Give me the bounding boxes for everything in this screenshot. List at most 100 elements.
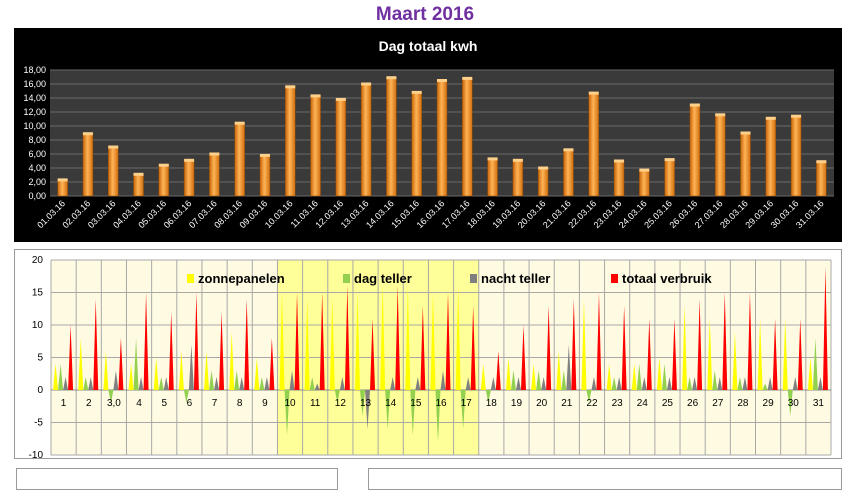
- bar-cap: [82, 132, 93, 136]
- x-tick-label: 12: [335, 398, 347, 409]
- spike-dag-teller: [158, 377, 164, 390]
- spike-zonnepanelen: [355, 292, 361, 390]
- bar-cap: [259, 153, 270, 157]
- x-tick-label: 27: [712, 398, 724, 409]
- spike-zonnepanelen: [153, 357, 159, 390]
- bar-cap: [411, 90, 422, 94]
- spike-dag-teller: [611, 377, 617, 390]
- y-tick-label: 20: [32, 255, 44, 266]
- spike-nacht-teller: [88, 377, 94, 390]
- x-tick-label: 29: [763, 398, 775, 409]
- spike-dag-teller: [536, 370, 542, 390]
- bottom-panel-left: [16, 468, 338, 490]
- x-tick-label: 22: [586, 398, 598, 409]
- y-tick-label: 4,00: [28, 163, 46, 173]
- spike-nacht-teller: [792, 377, 798, 390]
- spike-nacht-teller: [767, 377, 773, 390]
- bar: [790, 115, 802, 197]
- bar: [259, 155, 271, 197]
- spike-nacht-teller: [692, 377, 698, 390]
- spike-totaal-verbruik: [445, 292, 451, 390]
- x-tick-label: 10.03.16: [263, 198, 295, 230]
- spike-dag-teller: [108, 390, 114, 403]
- spike-totaal-verbruik: [571, 299, 577, 390]
- daily-total-svg: Dag totaal kwh 0,00 2,00 4,00 6,00 8,00 10,00…: [23, 38, 834, 230]
- y-tick-label: 0,00: [28, 191, 46, 201]
- spike-dag-teller: [259, 377, 265, 390]
- bar-cap: [310, 94, 321, 98]
- bar: [133, 174, 144, 197]
- y-tick-label: -5: [34, 418, 43, 429]
- y-tick-label: 5: [37, 353, 43, 364]
- bar: [209, 153, 220, 197]
- spike-nacht-teller: [616, 377, 622, 390]
- x-tick-label: 23: [612, 398, 624, 409]
- spike-totaal-verbruik: [596, 292, 602, 390]
- legend-label: totaal verbruik: [622, 271, 712, 286]
- spike-totaal-verbruik: [546, 305, 552, 390]
- bar: [285, 86, 296, 197]
- spike-totaal-verbruik: [722, 292, 728, 390]
- spike-zonnepanelen: [405, 286, 411, 390]
- spike-zonnepanelen: [254, 357, 260, 390]
- x-tick-label: 10: [284, 398, 296, 409]
- spike-zonnepanelen: [480, 364, 486, 390]
- spike-nacht-teller: [163, 377, 169, 390]
- spike-dag-teller: [687, 377, 693, 390]
- spike-nacht-teller: [289, 370, 295, 390]
- legend-swatch: [187, 274, 194, 283]
- spike-totaal-verbruik: [219, 312, 225, 390]
- spike-totaal-verbruik: [294, 292, 300, 390]
- y-tick-label: 8,00: [28, 135, 46, 145]
- spike-nacht-teller: [188, 344, 194, 390]
- bar-cap: [816, 160, 827, 164]
- spike-totaal-verbruik: [344, 286, 350, 390]
- spike-dag-teller: [385, 390, 391, 429]
- spike-zonnepanelen: [556, 351, 562, 390]
- spike-nacht-teller: [641, 377, 647, 390]
- spike-dag-teller: [787, 390, 793, 416]
- spike-nacht-teller: [264, 377, 270, 390]
- bar-cap: [689, 103, 700, 107]
- bar-cap: [133, 172, 144, 176]
- x-tick-label: 3,0: [107, 398, 121, 409]
- spike-dag-teller: [133, 338, 139, 390]
- x-tick-label: 19: [511, 398, 523, 409]
- x-tick-label: 31: [813, 398, 825, 409]
- spike-dag-teller: [209, 370, 215, 390]
- y-tick-label: 0: [37, 385, 43, 396]
- y-tick-label: 10,00: [23, 121, 46, 131]
- x-tick-label: 1: [61, 398, 67, 409]
- spike-dag-teller: [661, 364, 667, 390]
- page-title: Maart 2016: [375, 4, 475, 25]
- bar: [386, 77, 397, 197]
- x-tick-label: 26: [687, 398, 699, 409]
- spike-dag-teller: [712, 370, 718, 390]
- bar: [462, 78, 473, 197]
- spike-zonnepanelen: [656, 357, 662, 390]
- spike-totaal-verbruik: [319, 292, 325, 390]
- x-tick-label: 2: [86, 398, 92, 409]
- spike-totaal-verbruik: [269, 338, 275, 390]
- spike-totaal-verbruik: [193, 292, 199, 390]
- x-tick-label: 31.03.16: [794, 198, 826, 230]
- spike-dag-teller: [586, 390, 592, 403]
- spike-nacht-teller: [490, 377, 496, 390]
- x-tick-label: 8: [237, 398, 243, 409]
- bar: [740, 132, 751, 197]
- spike-nacht-teller: [541, 377, 547, 390]
- spike-totaal-verbruik: [697, 299, 703, 390]
- spike-totaal-verbruik: [370, 318, 376, 390]
- spike-zonnepanelen: [128, 364, 134, 390]
- bar: [234, 122, 245, 197]
- y-tick-label: 18,00: [23, 65, 46, 75]
- spike-nacht-teller: [666, 377, 672, 390]
- spike-nacht-teller: [314, 383, 320, 390]
- spike-zonnepanelen: [807, 357, 813, 390]
- bar-cap: [740, 131, 751, 135]
- legend-label: zonnepanelen: [198, 271, 285, 286]
- spike-dag-teller: [485, 390, 491, 403]
- y-tick-label: 12,00: [23, 107, 46, 117]
- spike-dag-teller: [460, 390, 466, 429]
- bar-cap: [639, 168, 650, 172]
